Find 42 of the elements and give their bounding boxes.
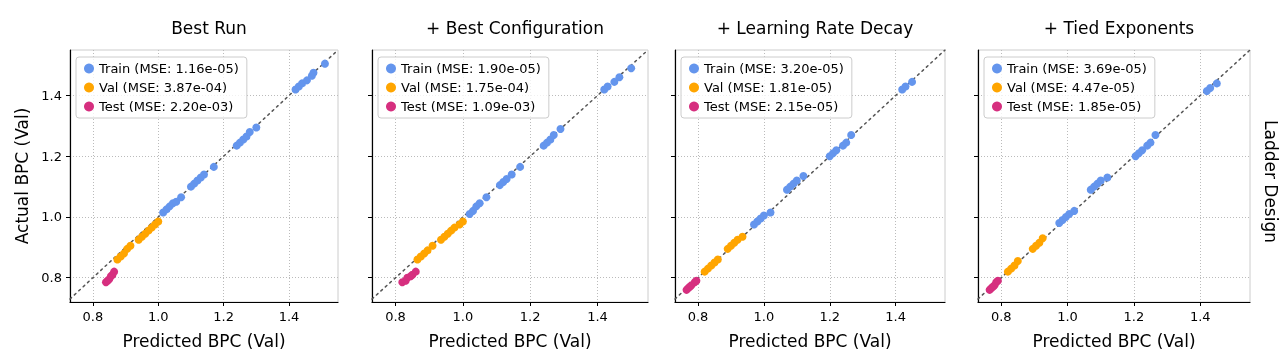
x-tick-label: 1.4	[885, 309, 906, 324]
legend-label: Train (MSE: 3.69e-05)	[1006, 61, 1147, 76]
x-tick-label: 1.0	[1057, 309, 1078, 324]
x-tick-label: 1.0	[147, 309, 169, 324]
legend-label: Val (MSE: 1.81e-05)	[704, 80, 833, 95]
x-tick-label: 1.0	[452, 309, 474, 324]
x-tick-label: 0.8	[82, 309, 104, 324]
x-axis-title: Predicted BPC (Val)	[728, 330, 892, 351]
x-tick-label: 1.4	[278, 309, 300, 324]
y-tick-label: 1.4	[41, 88, 62, 104]
x-tick-label: 1.0	[753, 309, 775, 324]
x-tick-label: 1.4	[1189, 309, 1211, 324]
x-tick-label: 0.8	[385, 309, 406, 324]
x-axis-title: Predicted BPC (Val)	[122, 330, 286, 351]
chart-title: + Learning Rate Decay	[716, 17, 914, 38]
x-tick-label: 1.4	[587, 309, 608, 324]
y-axis-title: Actual BPC (Val)	[11, 107, 32, 245]
chart-title: Best Run	[171, 17, 247, 38]
legend-label: Val (MSE: 4.47e-05)	[1007, 80, 1136, 95]
chart-title: + Best Configuration	[426, 17, 604, 38]
legend-label: Train (MSE: 1.16e-05)	[98, 61, 239, 76]
legend-label: Test (MSE: 2.20e-03)	[98, 99, 234, 114]
x-tick-label: 1.2	[819, 309, 841, 324]
x-tick-label: 1.2	[1123, 309, 1145, 324]
text: Ladder Design	[1260, 120, 1281, 244]
y-tick-label: 1.2	[41, 148, 62, 164]
legend-label: Train (MSE: 3.20e-05)	[703, 61, 844, 76]
x-axis-title: Predicted BPC (Val)	[1032, 330, 1196, 351]
x-tick-label: 0.8	[687, 309, 709, 324]
y-tick-label: 1.0	[41, 209, 62, 225]
y-tick-label: 0.8	[41, 270, 62, 286]
legend-label: Train (MSE: 1.90e-05)	[400, 61, 541, 76]
legend-label: Val (MSE: 1.75e-04)	[401, 80, 530, 95]
legend-label: Test (MSE: 1.85e-05)	[1006, 99, 1142, 114]
x-tick-label: 0.8	[990, 309, 1012, 324]
x-tick-label: 1.2	[519, 309, 541, 324]
x-axis-title: Predicted BPC (Val)	[428, 330, 592, 351]
legend-label: Test (MSE: 2.15e-05)	[703, 99, 839, 114]
chart-title: + Tied Exponents	[1043, 17, 1195, 38]
x-tick-label: 1.2	[213, 309, 234, 324]
legend-label: Val (MSE: 3.87e-04)	[99, 80, 228, 95]
legend-label: Test (MSE: 1.09e-03)	[400, 99, 536, 114]
